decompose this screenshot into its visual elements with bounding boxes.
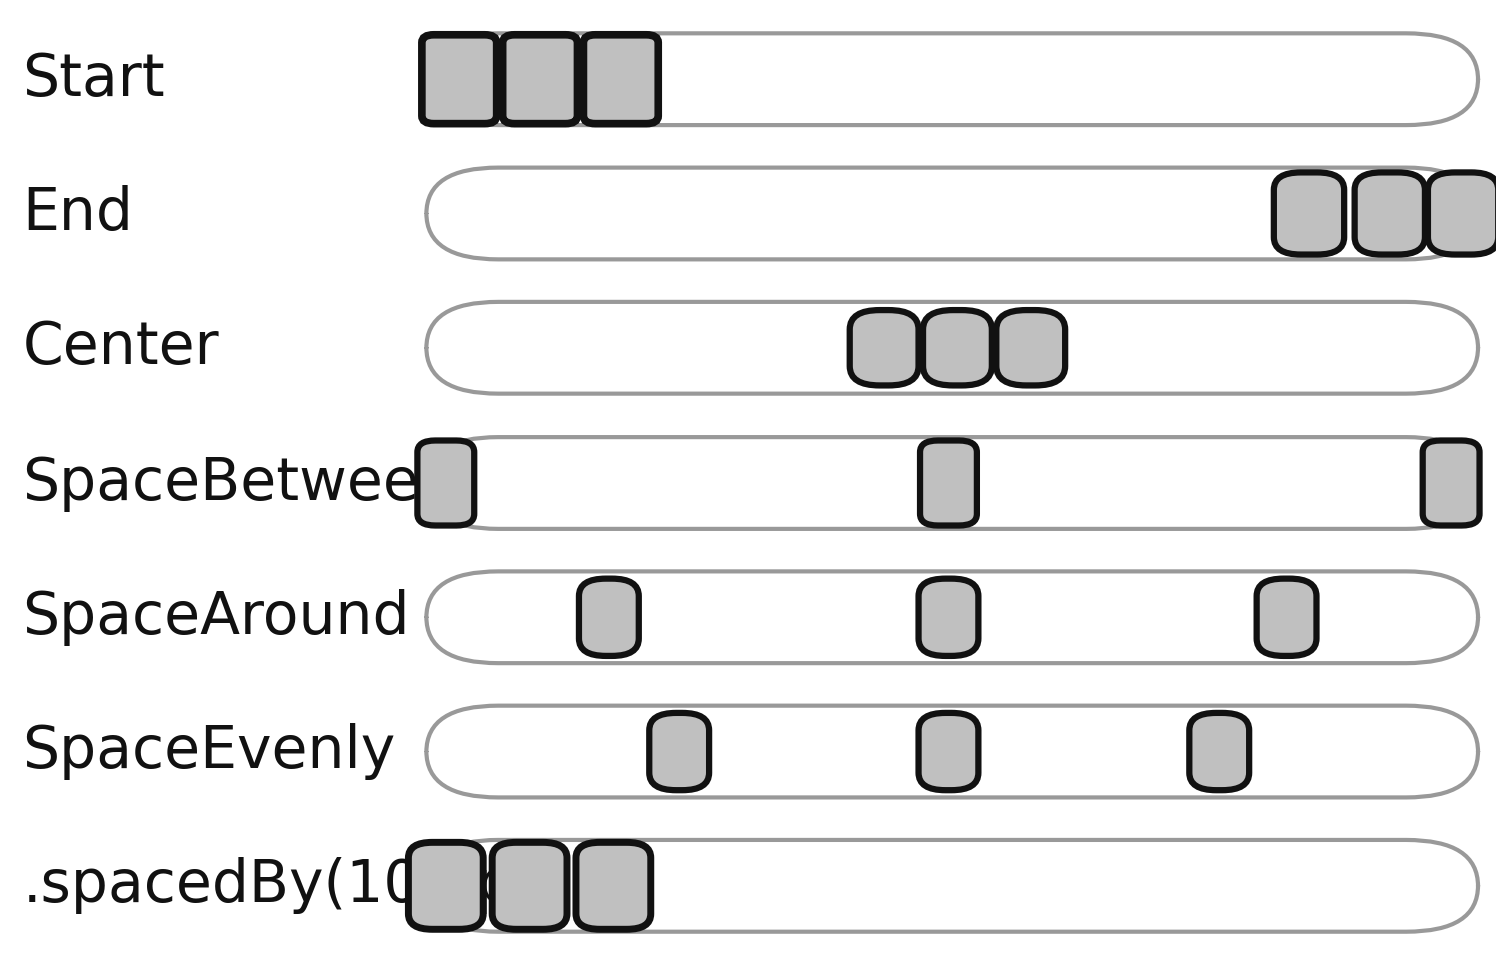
- FancyBboxPatch shape: [426, 571, 1478, 663]
- FancyBboxPatch shape: [1257, 579, 1316, 656]
- FancyBboxPatch shape: [923, 310, 992, 385]
- Text: SpaceEvenly: SpaceEvenly: [22, 723, 395, 781]
- FancyBboxPatch shape: [579, 579, 639, 656]
- FancyBboxPatch shape: [426, 839, 1478, 931]
- FancyBboxPatch shape: [503, 35, 577, 124]
- FancyBboxPatch shape: [408, 842, 483, 929]
- FancyBboxPatch shape: [417, 440, 474, 526]
- Text: Start: Start: [22, 50, 165, 108]
- FancyBboxPatch shape: [920, 440, 977, 526]
- Text: .spacedBy(10.dp): .spacedBy(10.dp): [22, 857, 536, 915]
- Text: SpaceBetween: SpaceBetween: [22, 454, 456, 512]
- FancyBboxPatch shape: [996, 310, 1065, 385]
- FancyBboxPatch shape: [1355, 172, 1426, 254]
- FancyBboxPatch shape: [422, 35, 497, 124]
- FancyBboxPatch shape: [426, 301, 1478, 394]
- FancyBboxPatch shape: [1427, 172, 1496, 254]
- FancyBboxPatch shape: [850, 310, 919, 385]
- FancyBboxPatch shape: [426, 437, 1478, 528]
- FancyBboxPatch shape: [919, 579, 978, 656]
- FancyBboxPatch shape: [426, 33, 1478, 125]
- Text: End: End: [22, 185, 133, 242]
- FancyBboxPatch shape: [492, 842, 567, 929]
- FancyBboxPatch shape: [649, 713, 709, 790]
- FancyBboxPatch shape: [1189, 713, 1249, 790]
- Text: Center: Center: [22, 319, 218, 377]
- FancyBboxPatch shape: [583, 35, 658, 124]
- FancyBboxPatch shape: [426, 168, 1478, 259]
- FancyBboxPatch shape: [426, 705, 1478, 798]
- FancyBboxPatch shape: [576, 842, 651, 929]
- FancyBboxPatch shape: [919, 713, 978, 790]
- Text: SpaceAround: SpaceAround: [22, 588, 410, 646]
- FancyBboxPatch shape: [1423, 440, 1480, 526]
- FancyBboxPatch shape: [1275, 172, 1345, 254]
